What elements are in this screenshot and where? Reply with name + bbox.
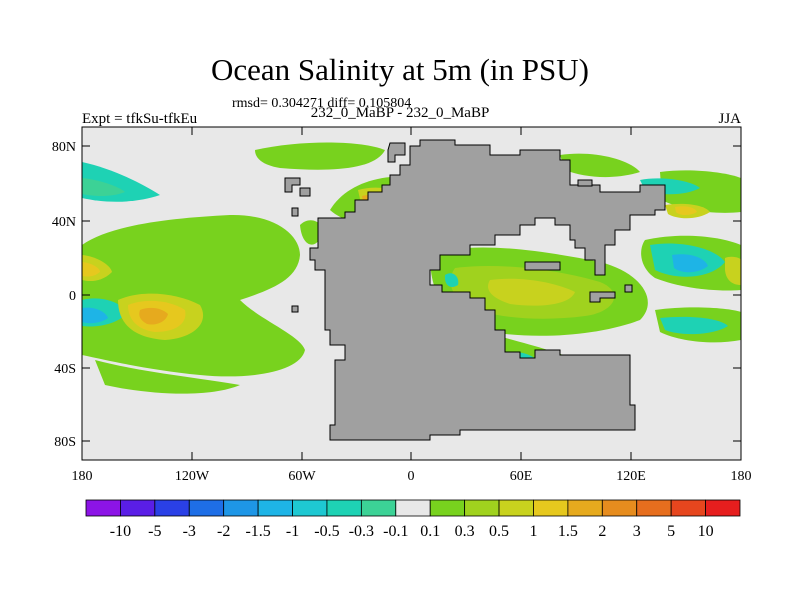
longitude-axis: 180 120W 60W 0 60E 120E 180	[72, 127, 752, 484]
colorbar-label: -5	[148, 523, 161, 540]
north-east-green	[560, 153, 640, 178]
season-label: JJA	[718, 111, 741, 127]
colorbar-label: -0.5	[314, 523, 339, 540]
west-pacific-orange	[82, 262, 100, 277]
colorbar-label: 0.1	[420, 523, 440, 540]
lat-tick-label: 80N	[52, 140, 76, 155]
lon-tick-label: 120W	[175, 469, 210, 484]
land-island-gulf	[524, 261, 561, 271]
colorbar-swatch	[464, 499, 500, 517]
land-mass	[309, 139, 666, 441]
south-pacific-green	[95, 360, 240, 394]
colorbar-label: 0.5	[489, 523, 509, 540]
colorbar-swatch	[85, 499, 121, 517]
arctic-green	[255, 142, 385, 170]
land-island-northeast	[577, 179, 593, 187]
colorbar-label: -1.5	[245, 523, 270, 540]
colorbar-labels: -10 -5 -3 -2 -1.5 -1 -0.5 -0.3 -0.1 0.1 0.3 0.5 1 1.5…	[110, 523, 714, 540]
indian-cyan-small	[444, 273, 459, 287]
colorbar-swatch	[223, 499, 259, 517]
lon-tick-label: 180	[731, 469, 752, 484]
east-pacific-yellow	[725, 256, 741, 285]
colorbar-swatch	[326, 499, 362, 517]
colorbar-swatch	[429, 499, 466, 517]
colorbar-label: 10	[698, 523, 714, 540]
colorbar-swatch	[705, 499, 741, 517]
lat-tick-label: 40N	[52, 215, 76, 230]
north-east-orange	[675, 206, 697, 215]
lon-tick-label: 0	[408, 469, 415, 484]
colorbar-swatch	[670, 499, 706, 517]
colorbar-swatch	[601, 499, 638, 517]
east-pacific-cyan-south	[660, 316, 728, 335]
pacific-positive-darkorange	[139, 307, 168, 325]
land-island-small	[299, 187, 311, 197]
colorbar-swatch	[120, 499, 156, 517]
land-island-tiny	[291, 305, 299, 313]
colorbar-label: -0.1	[383, 523, 408, 540]
pacific-positive-anomaly	[82, 214, 305, 377]
comparison-label: 232_0_MaBP - 232_0_MaBP	[310, 105, 490, 121]
colorbar-swatch	[533, 499, 569, 517]
colorbar-label: 5	[667, 523, 675, 540]
indian-ocean-yellow	[488, 278, 575, 306]
land-island-north-small	[291, 207, 299, 217]
experiment-label: Expt = tfkSu-tfkEu	[82, 111, 198, 127]
lat-tick-label: 0	[69, 289, 76, 304]
colorbar-label: -0.3	[349, 523, 374, 540]
lat-tick-label: 40S	[54, 362, 76, 377]
lon-tick-label: 180	[72, 469, 93, 484]
lon-tick-label: 60E	[510, 469, 533, 484]
colorbar-label: 2	[598, 523, 606, 540]
colorbar-label: 3	[633, 523, 641, 540]
colorbar-label: -3	[183, 523, 196, 540]
lon-tick-label: 120E	[616, 469, 646, 484]
colorbar-label: -10	[110, 523, 131, 540]
statistics-label: rmsd= 0.304271 diff= 0.105804	[232, 96, 412, 111]
colorbar-swatch	[567, 499, 603, 517]
atlantic-green-east	[300, 220, 323, 245]
colorbar-swatch	[498, 499, 534, 517]
colorbar-label: -2	[217, 523, 230, 540]
colorbar-swatch	[395, 499, 431, 517]
lon-tick-label: 60W	[288, 469, 316, 484]
colorbar-label: 1	[529, 523, 537, 540]
colorbar-swatch	[257, 499, 293, 517]
land-island-east-small	[624, 284, 633, 293]
map-title: Ocean Salinity at 5m (in PSU)	[211, 52, 589, 87]
east-pacific-blue	[672, 254, 708, 273]
latitude-axis: 80N 40N 0 40S 80S	[52, 140, 741, 450]
colorbar-swatch	[292, 499, 328, 517]
land-island-west	[387, 142, 406, 163]
land-island-arctic	[284, 177, 301, 193]
colorbar-swatch	[154, 499, 190, 517]
pacific-cyan-north	[82, 178, 125, 196]
colorbar-swatch	[360, 499, 397, 517]
land-island-india-east	[589, 291, 616, 303]
lat-tick-label: 80S	[54, 435, 76, 450]
colorbar-label: 0.3	[455, 523, 475, 540]
equatorial-blue-west	[82, 307, 108, 324]
colorbar-swatch	[188, 499, 225, 517]
colorbar-label: -1	[286, 523, 299, 540]
colorbar-swatch	[636, 499, 672, 517]
colorbar-label: 1.5	[558, 523, 578, 540]
colorbar-boxes	[85, 499, 741, 517]
